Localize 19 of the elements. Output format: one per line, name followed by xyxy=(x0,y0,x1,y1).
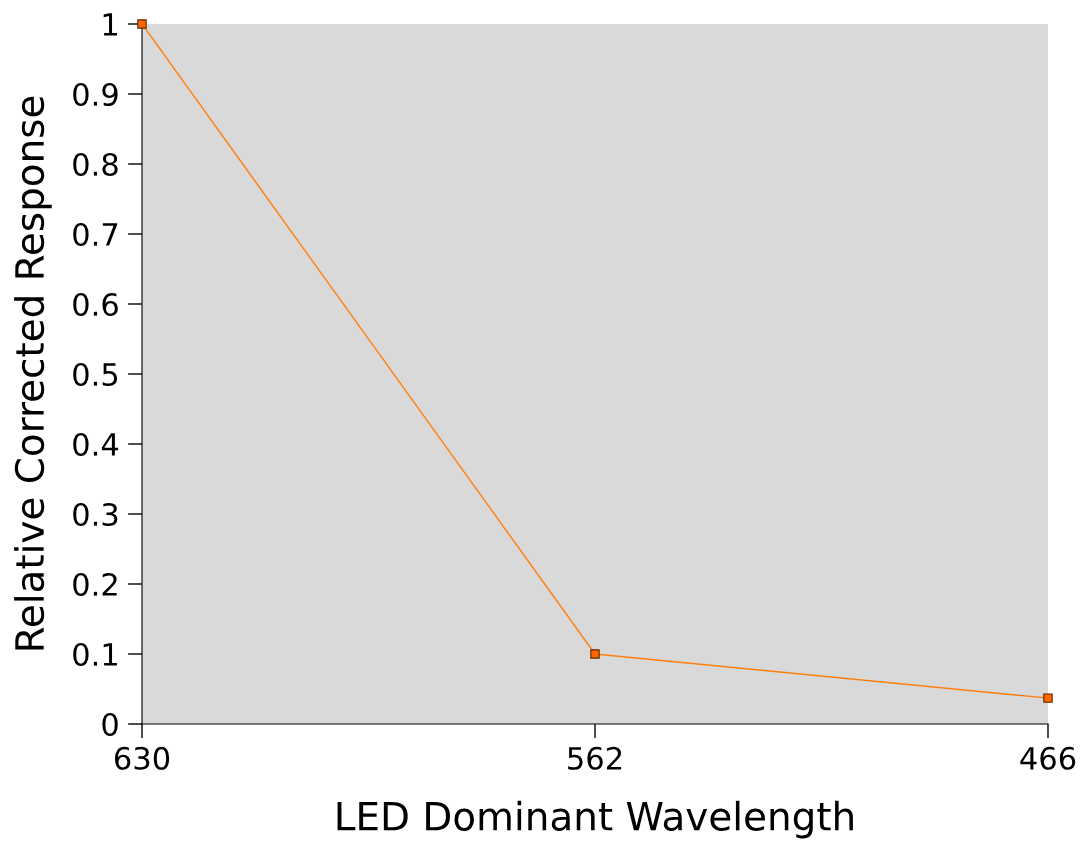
y-tick-label: 0.2 xyxy=(73,572,117,597)
x-axis-title: LED Dominant Wavelength xyxy=(337,800,853,839)
x-tick-label: 466 xyxy=(1020,746,1076,770)
y-tick-label: 0.8 xyxy=(73,152,118,177)
y-tick-label: 1 xyxy=(103,13,117,36)
point xyxy=(1043,693,1053,703)
y-tick-label: 0.5 xyxy=(73,362,118,387)
y-tick-label: 0.1 xyxy=(73,642,117,667)
point xyxy=(137,19,147,29)
y-tick-label: 0.9 xyxy=(73,82,118,107)
y-tick-label: 0.3 xyxy=(73,502,118,527)
y-tick-label: 0 xyxy=(102,712,118,737)
point xyxy=(590,649,600,659)
y-tick-label: 0.7 xyxy=(73,222,118,247)
x-tick-label: 562 xyxy=(568,746,622,770)
y-tick-label: 0.4 xyxy=(73,432,119,457)
y-tick-label: 0.6 xyxy=(73,292,118,317)
x-tick-label: 630 xyxy=(114,746,170,770)
y-axis-title: Relative Corrected Response xyxy=(14,96,52,650)
